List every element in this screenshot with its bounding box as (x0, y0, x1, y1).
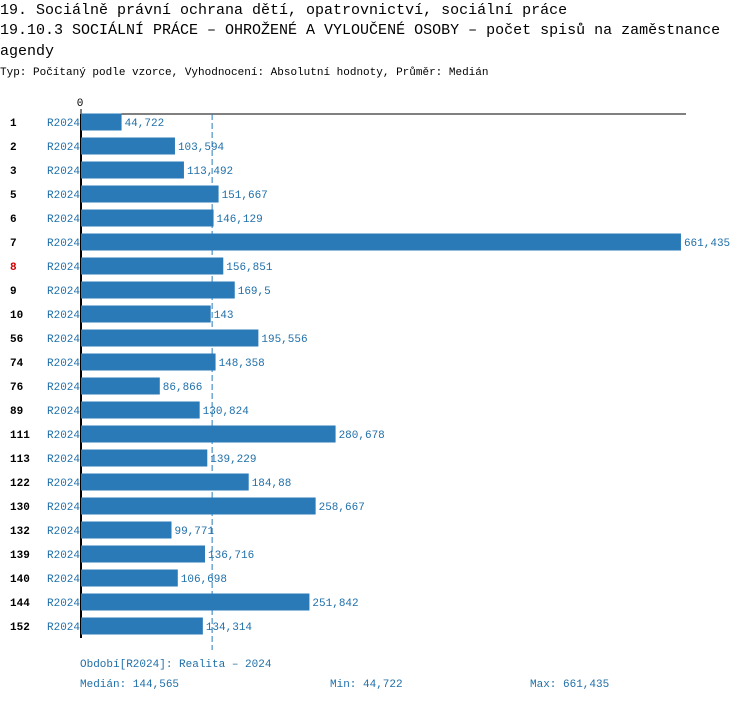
series-label: R2024 (47, 214, 80, 226)
category-label: 130 (10, 502, 30, 514)
value-label: 44,722 (125, 118, 165, 130)
category-label: 76 (10, 382, 23, 394)
bar (81, 281, 235, 299)
bar (81, 425, 336, 443)
bar (81, 449, 208, 467)
bar (81, 497, 316, 515)
series-label: R2024 (47, 526, 80, 538)
chart-title: 19. Sociálně právní ochrana dětí, opatro… (0, 2, 568, 19)
bar (81, 593, 310, 611)
max-label: Max: 661,435 (530, 679, 609, 691)
bar (81, 377, 160, 395)
value-label: 146,129 (217, 214, 263, 226)
series-label: R2024 (47, 238, 80, 250)
bar (81, 473, 249, 491)
series-label: R2024 (47, 142, 80, 154)
category-label: 132 (10, 526, 30, 538)
series-label: R2024 (47, 430, 80, 442)
bar (81, 617, 203, 635)
bar (81, 137, 175, 155)
x-tick-label: 0 (77, 98, 84, 110)
series-label: R2024 (47, 454, 80, 466)
value-label: 143 (214, 310, 234, 322)
series-label: R2024 (47, 118, 80, 130)
category-label: 74 (10, 358, 24, 370)
series-label: R2024 (47, 598, 80, 610)
value-label: 251,842 (312, 598, 358, 610)
bar (81, 257, 224, 275)
value-label: 169,5 (238, 286, 271, 298)
value-label: 156,851 (226, 262, 273, 274)
value-label: 184,88 (252, 478, 292, 490)
value-label: 136,716 (208, 550, 254, 562)
series-label: R2024 (47, 358, 80, 370)
value-label: 106,698 (181, 574, 227, 586)
value-label: 661,435 (684, 238, 730, 250)
category-label: 7 (10, 238, 17, 250)
bar (81, 113, 122, 131)
category-label: 144 (10, 598, 30, 610)
category-label: 6 (10, 214, 17, 226)
category-label: 10 (10, 310, 23, 322)
category-label: 122 (10, 478, 30, 490)
bar (81, 233, 681, 251)
bar (81, 209, 214, 227)
series-label: R2024 (47, 262, 80, 274)
value-label: 86,866 (163, 382, 203, 394)
category-label: 140 (10, 574, 30, 586)
value-label: 280,678 (339, 430, 385, 442)
category-label: 3 (10, 166, 17, 178)
series-label: R2024 (47, 166, 80, 178)
category-label: 111 (10, 430, 30, 442)
category-label: 5 (10, 190, 17, 202)
category-label: 56 (10, 334, 23, 346)
value-label: 151,667 (222, 190, 268, 202)
period: Období[R2024]: Realita – 2024 (80, 659, 272, 671)
series-label: R2024 (47, 334, 80, 346)
series-label: R2024 (47, 286, 80, 298)
series-label: R2024 (47, 502, 80, 514)
value-label: 113,492 (187, 166, 233, 178)
series-label: R2024 (47, 550, 80, 562)
value-label: 103,594 (178, 142, 225, 154)
category-label: 8 (10, 262, 17, 274)
series-label: R2024 (47, 382, 80, 394)
bar (81, 401, 200, 419)
series-label: R2024 (47, 622, 80, 634)
bar (81, 353, 216, 371)
category-label: 152 (10, 622, 30, 634)
min-label: Min: 44,722 (330, 679, 403, 691)
value-label: 258,667 (319, 502, 365, 514)
bar (81, 161, 184, 179)
value-label: 148,358 (219, 358, 265, 370)
category-label: 9 (10, 286, 17, 298)
bar (81, 569, 178, 587)
value-label: 195,556 (261, 334, 307, 346)
value-label: 139,229 (210, 454, 256, 466)
category-label: 113 (10, 454, 30, 466)
value-label: 130,824 (203, 406, 250, 418)
value-label: 99,771 (174, 526, 214, 538)
series-label: R2024 (47, 574, 80, 586)
chart-note: Typ: Počítaný podle vzorce, Vyhodnocení:… (0, 67, 489, 79)
category-label: 1 (10, 118, 17, 130)
bar (81, 305, 211, 323)
bar (81, 329, 259, 347)
category-label: 89 (10, 406, 23, 418)
chart-subtitle: 19.10.3 SOCIÁLNÍ PRÁCE – OHROŽENÉ A VYLO… (0, 22, 721, 60)
series-label: R2024 (47, 310, 80, 322)
bar (81, 185, 219, 203)
category-label: 139 (10, 550, 30, 562)
category-label: 2 (10, 142, 17, 154)
series-label: R2024 (47, 478, 80, 490)
median-label: Medián: 144,565 (80, 679, 179, 691)
bar (81, 545, 206, 563)
bar (81, 521, 172, 539)
value-label: 134,314 (206, 622, 253, 634)
series-label: R2024 (47, 406, 80, 418)
series-label: R2024 (47, 190, 80, 202)
